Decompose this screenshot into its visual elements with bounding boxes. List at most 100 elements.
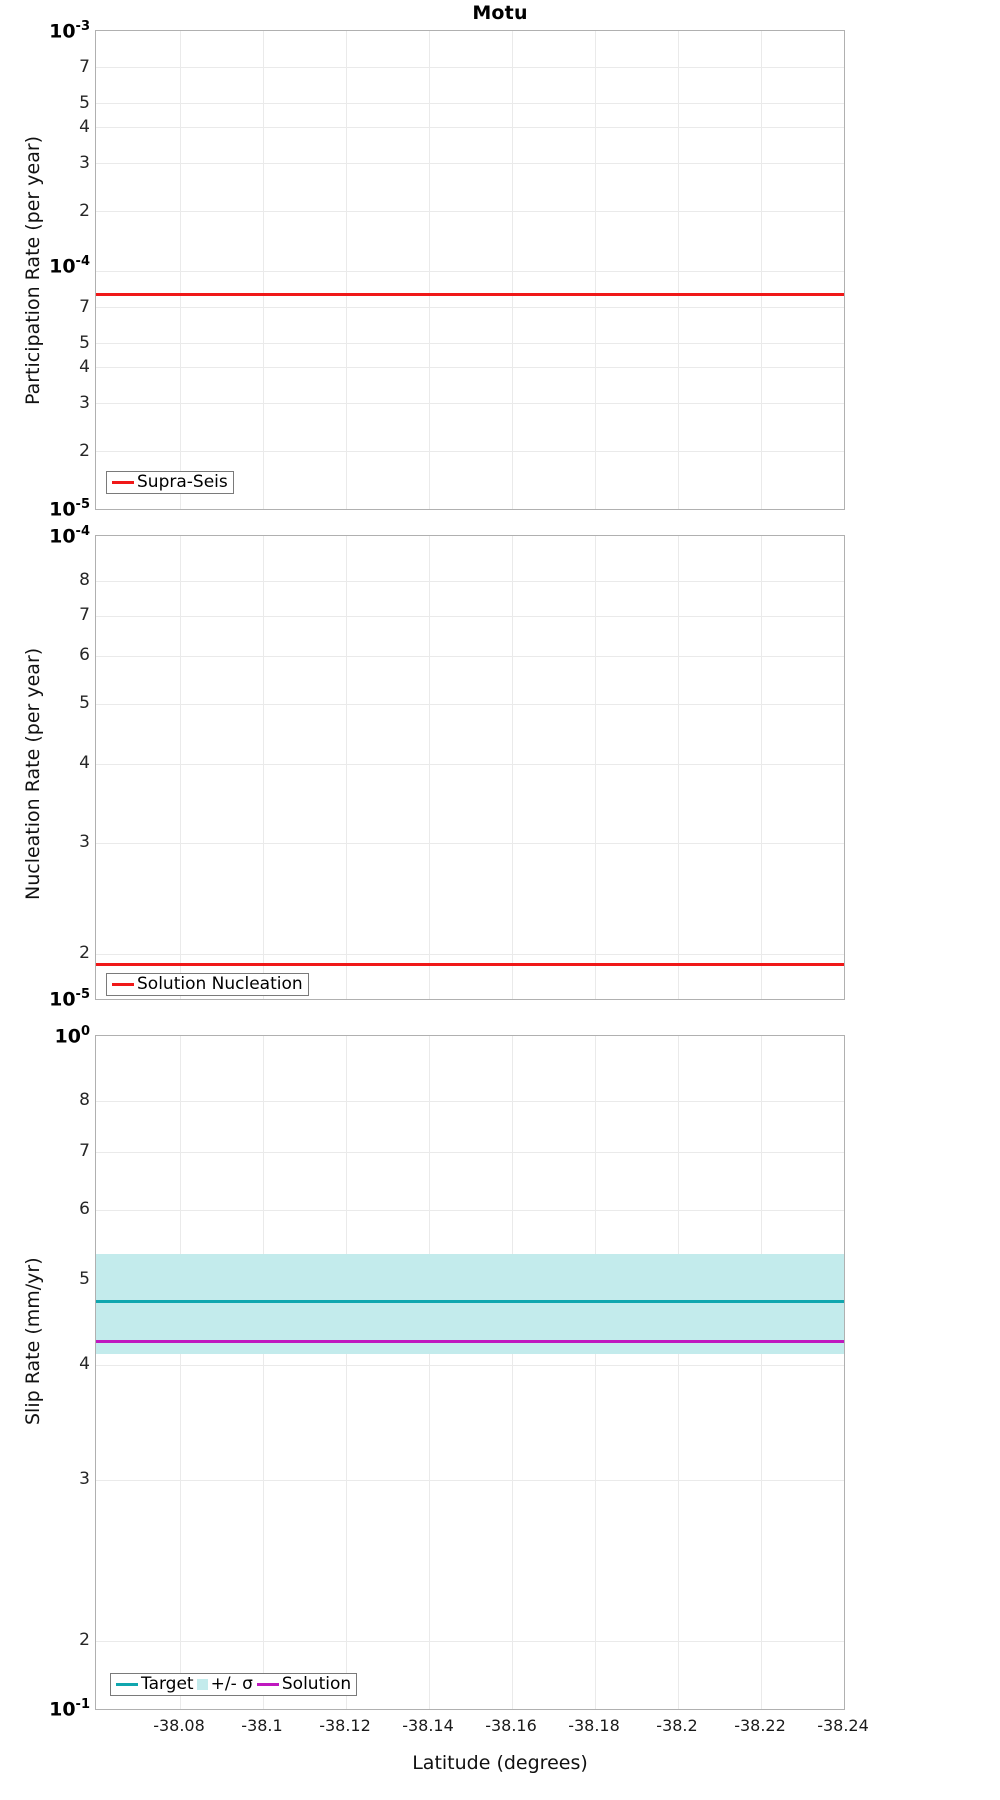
xaxis-title: Latitude (degrees) [412,1752,588,1774]
xtick-label: -38.16 [485,1716,537,1735]
series-solution-nucleation [96,963,844,967]
xtick-label: -38.12 [319,1716,371,1735]
gridline-v [844,536,845,999]
ytick-label: 7 [79,297,90,317]
gridline-h [96,1365,844,1366]
series-sigma-band [96,1254,844,1354]
gridline-h [96,764,844,765]
gridline-h [96,581,844,582]
gridline-v [263,1036,264,1709]
legend-item-solution: Solution [253,1676,351,1693]
gridline-v [346,1036,347,1709]
legend-panel2[interactable]: Solution Nucleation [106,973,309,996]
ytick-label: 5 [79,333,90,353]
ytick-label: 3 [79,393,90,413]
gridline-h [96,1480,844,1481]
panel-participation-rate [95,30,845,510]
gridline-h [96,367,844,368]
ytick-label: 10-5 [49,497,90,521]
ytick-label: 3 [79,153,90,173]
gridline-v [512,1036,513,1709]
figure-title: Motu [472,2,528,24]
ytick-label: 4 [79,117,90,137]
gridline-h [96,451,844,452]
legend-line-icon [256,1682,279,1687]
ytick-label: 5 [79,1269,90,1289]
gridline-h [96,1210,844,1211]
legend-line-icon [112,480,134,485]
ytick-label: 8 [79,570,90,590]
gridline-v [346,536,347,999]
ytick-label: 6 [79,1199,90,1219]
ytick-label: 3 [79,832,90,852]
ytick-label: 5 [79,693,90,713]
gridline-v [263,536,264,999]
gridline-h [96,616,844,617]
xtick-label: -38.14 [402,1716,454,1735]
ytick-label: 4 [79,753,90,773]
series-target [96,1300,844,1304]
gridline-h [96,127,844,128]
gridline-v [678,536,679,999]
ytick-label: 10-5 [49,987,90,1011]
xtick-label: -38.08 [153,1716,205,1735]
gridline-h [96,343,844,344]
gridline-v [761,31,762,509]
legend-label: Supra-Seis [137,472,228,492]
gridline-v [263,31,264,509]
gridline-h [96,403,844,404]
xtick-label: -38.22 [734,1716,786,1735]
legend-item-target: Target [116,1676,194,1693]
yaxis-title-panel3: Slip Rate (mm/yr) [22,1257,44,1425]
ytick-label: 10-1 [49,1697,90,1721]
series-solution [96,1340,844,1344]
gridline-h [96,211,844,212]
gridline-v [429,1036,430,1709]
gridline-v [512,31,513,509]
gridline-v [429,31,430,509]
yaxis-title-panel1: Participation Rate (per year) [22,135,44,405]
legend-line-icon [116,1682,138,1687]
legend-label: Target [141,1674,194,1694]
gridline-v [595,1036,596,1709]
gridline-h [96,67,844,68]
gridline-v [180,31,181,509]
legend-patch-icon [196,1679,208,1690]
ytick-label: 2 [79,1630,90,1650]
series-supra-seis [96,293,844,297]
ytick-label: 7 [79,605,90,625]
gridline-h [96,656,844,657]
ytick-label: 10-4 [49,524,90,548]
gridline-v [595,31,596,509]
ytick-label: 8 [79,1090,90,1110]
ytick-label: 3 [79,1469,90,1489]
gridline-h [96,271,844,272]
ytick-label: 100 [54,1024,91,1048]
gridline-h [96,103,844,104]
gridline-h [96,954,844,955]
panel-slip-rate [95,1035,845,1710]
gridline-h [96,307,844,308]
ytick-label: 4 [79,1354,90,1374]
gridline-v [761,1036,762,1709]
xtick-label: -38.1 [241,1716,283,1735]
ytick-label: 7 [79,57,90,77]
xtick-label: -38.24 [817,1716,869,1735]
legend-panel1[interactable]: Supra-Seis [106,471,234,494]
legend-label: Solution Nucleation [137,974,303,994]
gridline-v [844,1036,845,1709]
legend-line-icon [112,982,134,987]
legend-label: Solution [281,1674,352,1694]
gridline-h [96,163,844,164]
gridline-v [180,536,181,999]
gridline-v [844,31,845,509]
gridline-h [96,1101,844,1102]
legend-panel3[interactable]: Target +/- σ Solution [110,1673,358,1696]
ytick-label: 4 [79,357,90,377]
ytick-label: 2 [79,943,90,963]
ytick-label: 10-4 [49,254,90,278]
gridline-v [678,1036,679,1709]
legend-item-solution-nucleation: Solution Nucleation [112,976,303,993]
gridline-v [180,1036,181,1709]
